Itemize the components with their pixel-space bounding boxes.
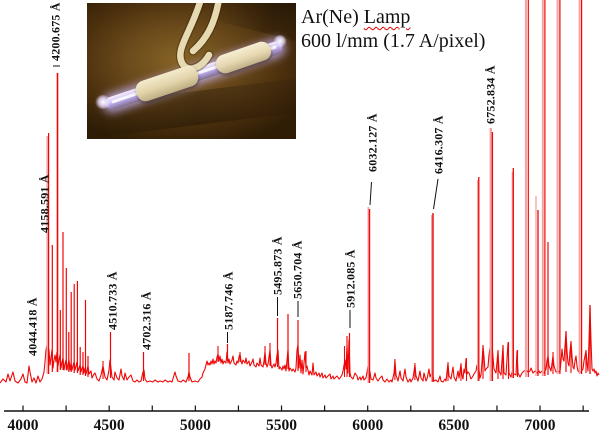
title-prefix: Ar(Ne): [301, 6, 364, 28]
peak-label: 4510.733 Å: [106, 271, 120, 330]
peak-label: 5495.873 Å: [271, 236, 285, 295]
chart-title-block: Ar(Ne) Lamp 600 l/mm (1.7 A/pixel): [301, 5, 485, 53]
peak-label: 4158.591 Å: [38, 174, 52, 233]
x-axis-tick-label: 6000: [352, 417, 383, 434]
lamp-cable: [175, 3, 223, 74]
glass-reflection-left: [95, 95, 111, 109]
peak-leader-line: [369, 181, 372, 206]
peak-label: 5187.746 Å: [222, 271, 236, 330]
x-axis-tick-label: 4500: [94, 417, 125, 434]
peak-label: 6752.834 Å: [484, 65, 498, 124]
x-axis-tick-label: 6500: [438, 417, 469, 434]
x-axis-tick-label: 5500: [266, 417, 297, 434]
x-axis-tick-label: 7000: [525, 417, 556, 434]
peak-label: 4044.418 Å: [26, 297, 40, 356]
x-axis-tick-label: 4000: [8, 417, 39, 434]
peak-label: 6032.127 Å: [366, 113, 380, 172]
peak-label: 5912.085 Å: [344, 249, 358, 308]
peak-label: 4200.675 Å: [49, 2, 63, 61]
spectrum-trace: [0, 305, 600, 384]
x-axis-tick-label: 5000: [180, 417, 211, 434]
cable-strand: [177, 3, 213, 72]
chart-subtitle: 600 l/mm (1.7 A/pixel): [301, 30, 486, 52]
glass-reflection-right: [273, 35, 287, 47]
peak-label: 4702.316 Å: [140, 291, 154, 350]
cable-strand: [189, 3, 222, 55]
peak-leader-line: [433, 178, 439, 210]
peak-label: 6416.307 Å: [432, 115, 446, 174]
lamp-photo: [87, 3, 296, 139]
chart-title: Ar(Ne) Lamp: [301, 5, 485, 29]
title-lamp-word: Lamp: [363, 6, 411, 28]
peak-label: 5650.704 Å: [291, 240, 305, 299]
